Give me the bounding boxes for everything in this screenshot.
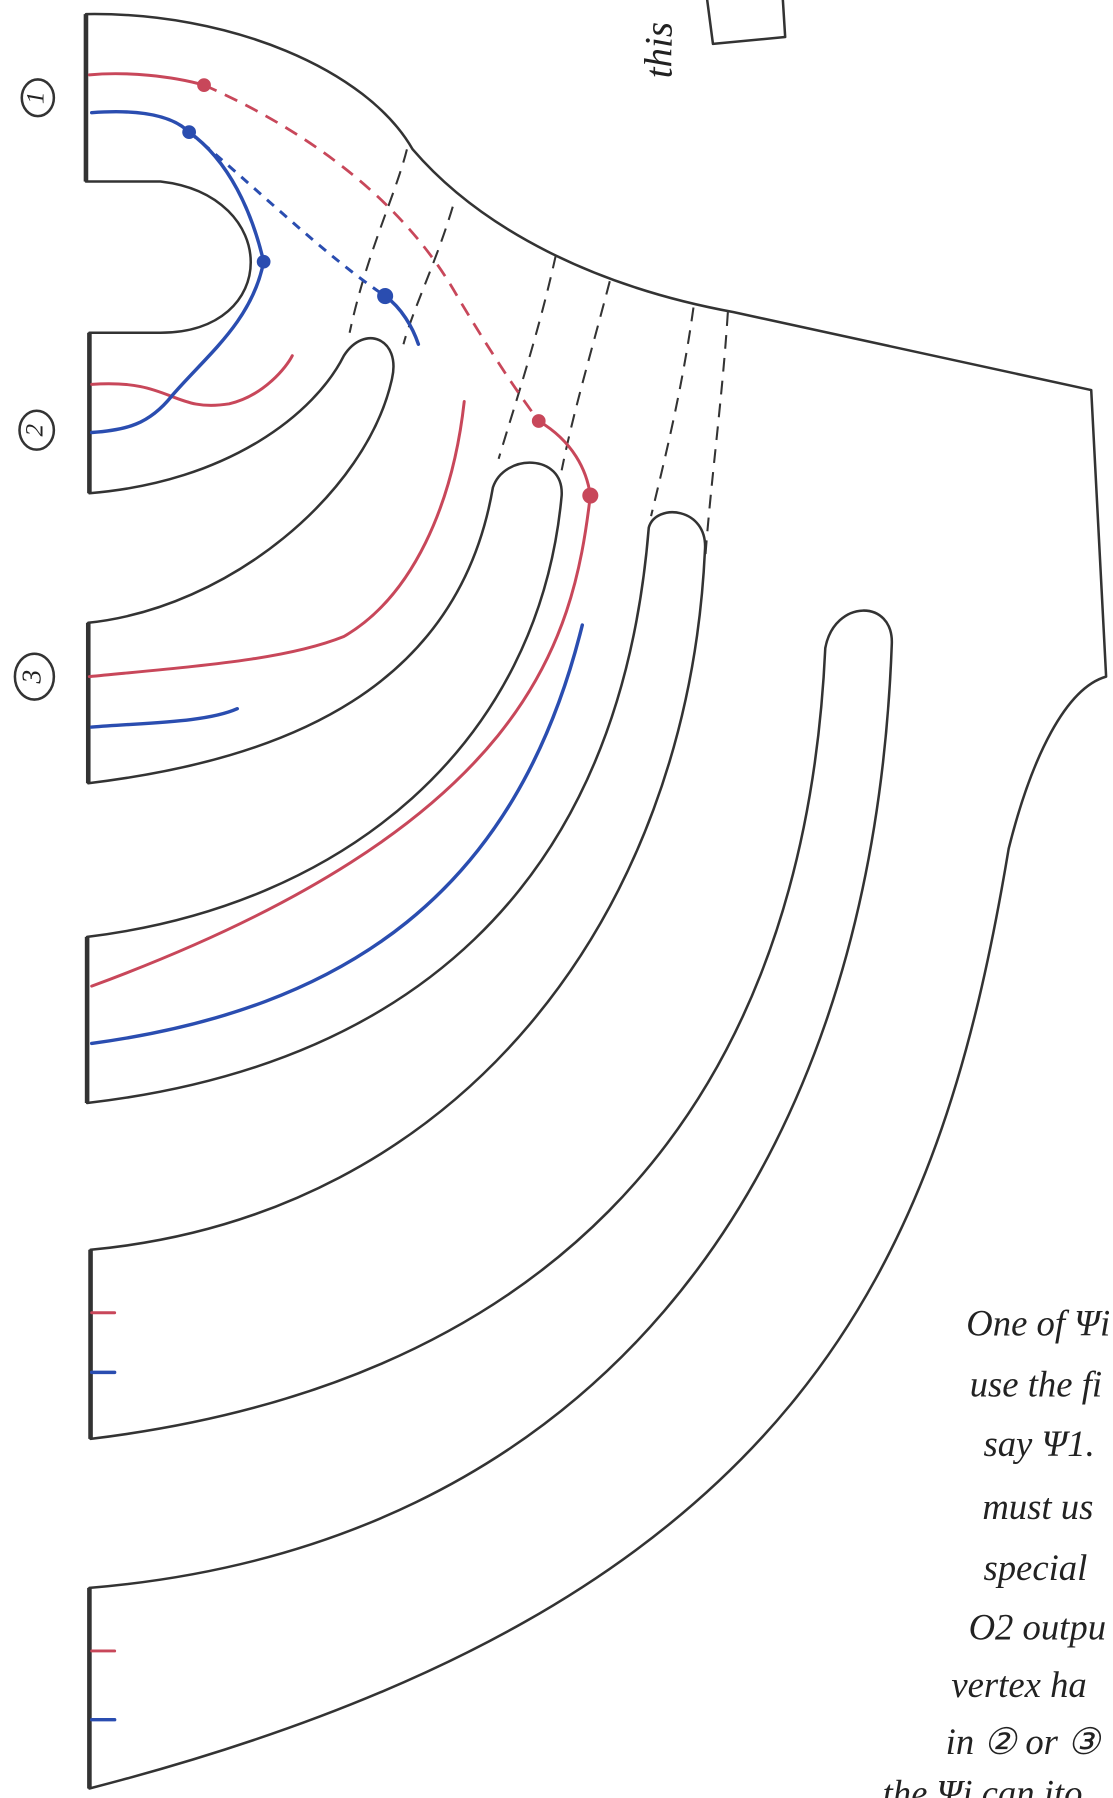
blue-node — [377, 288, 393, 304]
red-node — [582, 487, 598, 503]
red-paths — [89, 74, 598, 1651]
note-line: must us — [982, 1486, 1093, 1527]
header-box — [707, 0, 785, 44]
blue-node — [182, 125, 196, 139]
note-line: One of Ψi — [966, 1303, 1110, 1344]
port-label: 1 — [23, 91, 50, 104]
note-line: vertex ha — [951, 1664, 1086, 1705]
dashed-cuts — [350, 149, 728, 562]
red-node — [197, 78, 211, 92]
header-text: this — [637, 22, 680, 78]
note-line: use the fi — [970, 1363, 1102, 1404]
note-line: O2 outpu — [969, 1606, 1106, 1647]
port-label: 3 — [16, 670, 47, 685]
note-line: in ② or ③ — [946, 1721, 1102, 1762]
port-label: 2 — [21, 423, 48, 436]
blue-node — [257, 255, 271, 269]
inner-channels — [86, 181, 892, 1587]
note-line: say Ψ1. — [983, 1423, 1094, 1464]
note-line: special — [983, 1547, 1087, 1588]
ports — [86, 14, 91, 1788]
diagram: 1 2 3 this One of Ψi use the fi say Ψ1. … — [0, 0, 1113, 1798]
note-line: the Ψi can ito — [883, 1773, 1083, 1798]
notes: One of Ψi use the fi say Ψ1. must us spe… — [883, 1303, 1111, 1798]
port-labels: 1 2 3 — [15, 79, 54, 699]
blue-paths — [92, 112, 583, 1720]
red-node — [532, 414, 546, 428]
